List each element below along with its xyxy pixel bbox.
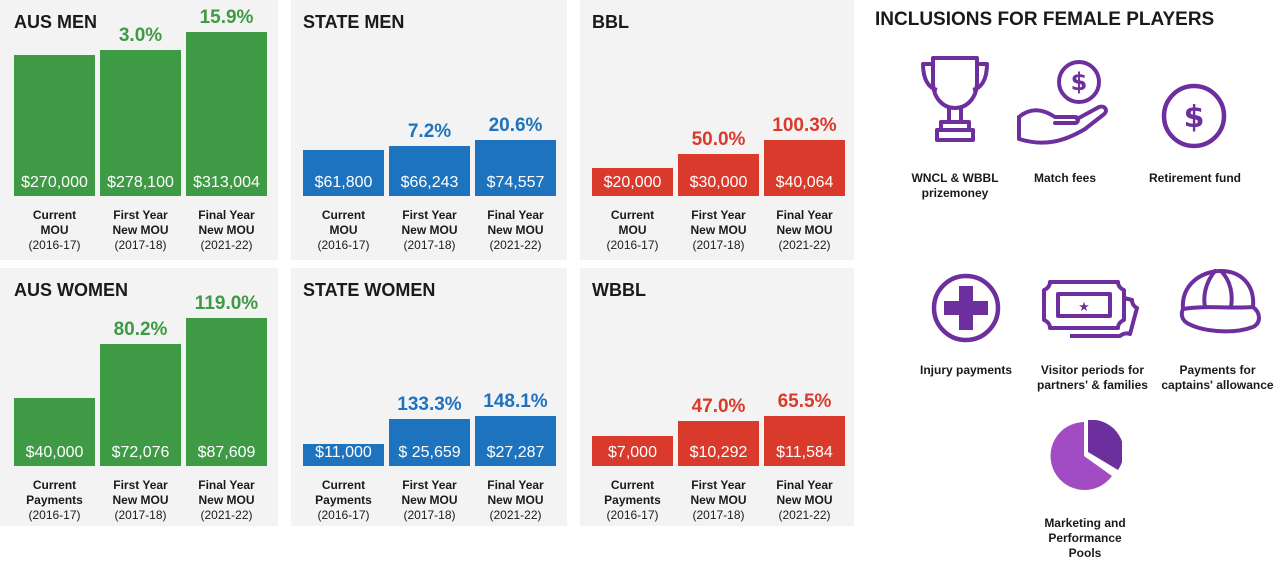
bar-2: [100, 344, 181, 466]
cap-icon: [1175, 265, 1265, 340]
chart-panel-aus-women: AUS WOMEN $40,000 Current Payments (2016-17)…: [0, 268, 278, 526]
bar-pct-label: 65.5%: [777, 390, 832, 412]
bar-value-label: $ 25,659: [398, 444, 461, 461]
bar-3: [475, 415, 556, 466]
category-label: Current MOU (2016-17): [606, 208, 659, 252]
hand-coin-icon: $: [1015, 57, 1115, 147]
bar-pct-label: 100.3%: [772, 115, 837, 137]
bar-1: [592, 435, 673, 466]
dollar-circle-icon: $: [1160, 82, 1228, 150]
chart-panel-state-men: STATE MEN $61,800 Current MOU (2016-17) $66,2…: [291, 0, 567, 260]
bar-pct-label: 7.2%: [407, 121, 452, 143]
pie-icon: [1050, 419, 1124, 492]
bar-3: [475, 140, 556, 196]
chart-panel-aus-men: AUS MEN $270,000 Current MOU (2016-17) $278,1…: [0, 0, 278, 260]
category-label: Current MOU (2016-17): [317, 208, 370, 252]
category-label: Current MOU (2016-17): [28, 208, 81, 252]
ticket-icon: ★: [1040, 272, 1140, 347]
inclusion-label-prizemoney: WNCL & WBBL prizemoney: [911, 171, 999, 200]
bar-value-label: $61,800: [314, 174, 373, 191]
bar-value-label: $20,000: [603, 174, 662, 191]
bar-value-label: $10,292: [689, 444, 748, 461]
category-label: Final Year New MOU (2021-22): [487, 208, 544, 252]
bar-2: [389, 146, 470, 196]
trophy-icon: [915, 52, 995, 147]
bar-value-label: $313,004: [193, 174, 260, 191]
category-label: First Year New MOU (2017-18): [401, 478, 458, 522]
category-label: Current Payments (2016-17): [604, 478, 661, 522]
category-label: First Year New MOU (2017-18): [401, 208, 458, 252]
chart-title: AUS MEN: [14, 12, 98, 32]
category-label: Current Payments (2016-17): [26, 478, 83, 522]
bar-3: [186, 32, 267, 196]
inclusion-label-captains: Payments for captains' allowance: [1161, 363, 1274, 392]
svg-text:$: $: [1184, 100, 1205, 135]
category-label: Final Year New MOU (2021-22): [198, 208, 255, 252]
bar-3: [186, 318, 267, 466]
category-label: Current Payments (2016-17): [315, 478, 372, 522]
chart-panel-bbl: BBL $20,000 Current MOU (2016-17) $30,000 50.0…: [580, 0, 854, 260]
chart-title: STATE WOMEN: [303, 280, 436, 300]
chart-panel-state-women: STATE WOMEN $11,000 Current Payments (2016-1…: [291, 268, 567, 526]
bar-1: [14, 398, 95, 466]
category-label: First Year New MOU (2017-18): [690, 208, 747, 252]
inclusions-title: INCLUSIONS FOR FEMALE PLAYERS: [875, 9, 1215, 30]
bar-pct-label: 15.9%: [199, 7, 254, 28]
category-label: First Year New MOU (2017-18): [690, 478, 747, 522]
bar-2: [678, 421, 759, 466]
bar-value-label: $74,557: [486, 174, 545, 191]
category-label: Final Year New MOU (2021-22): [198, 478, 255, 522]
bar-2: [100, 50, 181, 196]
chart-panel-wbbl: WBBL $7,000 Current Payments (2016-17) $10,29…: [580, 268, 854, 526]
inclusion-label-injury: Injury payments: [919, 363, 1013, 377]
bar-pct-label: 50.0%: [691, 129, 746, 151]
category-label: First Year New MOU (2017-18): [112, 478, 169, 522]
bar-value-label: $66,243: [400, 174, 459, 191]
svg-text:$: $: [1071, 68, 1088, 96]
bar-pct-label: 3.0%: [118, 25, 163, 47]
category-label: First Year New MOU (2017-18): [112, 208, 169, 252]
bar-value-label: $40,000: [25, 444, 84, 461]
inclusion-label-match-fees: Match fees: [1033, 171, 1097, 185]
medical-cross-icon: [930, 272, 1002, 344]
bar-value-label: $30,000: [689, 174, 748, 191]
bar-3: [764, 415, 845, 466]
bar-1: [303, 444, 384, 466]
bar-1: [303, 149, 384, 196]
bar-pct-label: 119.0%: [194, 293, 259, 314]
bar-pct-label: 80.2%: [113, 319, 168, 341]
bar-value-label: $11,584: [776, 444, 833, 461]
bar-pct-label: 47.0%: [691, 396, 746, 418]
inclusion-label-marketing: Marketing and Performance Pools: [1044, 516, 1126, 560]
bar-2: [389, 418, 470, 466]
chart-title: WBBL: [592, 280, 646, 300]
inclusion-label-retirement: Retirement fund: [1148, 171, 1241, 185]
bar-value-label: $7,000: [608, 444, 657, 461]
bar-1: [14, 54, 95, 196]
bar-value-label: $27,287: [486, 444, 545, 461]
category-label: Final Year New MOU (2021-22): [776, 208, 833, 252]
bar-value-label: $11,000: [315, 444, 372, 461]
category-label: Final Year New MOU (2021-22): [487, 478, 544, 522]
category-label: Final Year New MOU (2021-22): [776, 478, 833, 522]
chart-title: STATE MEN: [303, 12, 405, 32]
bar-2: [678, 154, 759, 196]
bar-1: [592, 168, 673, 196]
bar-pct-label: 148.1%: [483, 390, 548, 412]
bar-3: [764, 140, 845, 196]
bar-value-label: $72,076: [111, 444, 170, 461]
bar-pct-label: 20.6%: [488, 115, 543, 137]
bar-value-label: $87,609: [197, 444, 256, 461]
inclusion-label-visitor: Visitor periods for partners' & families: [1037, 363, 1148, 392]
bar-value-label: $270,000: [21, 174, 88, 191]
bar-value-label: $278,100: [107, 174, 174, 191]
chart-title: BBL: [592, 12, 629, 32]
svg-text:★: ★: [1078, 300, 1090, 315]
bar-value-label: $40,064: [775, 174, 834, 191]
bar-pct-label: 133.3%: [397, 393, 462, 415]
chart-title: AUS WOMEN: [14, 280, 128, 300]
